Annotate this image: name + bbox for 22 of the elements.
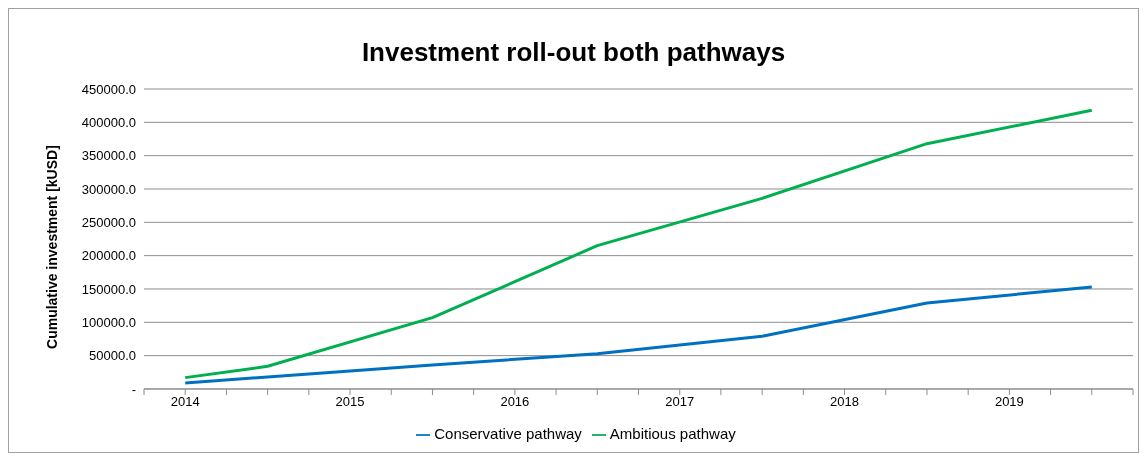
legend-label: Conservative pathway <box>434 424 582 442</box>
x-tick-label: 2014 <box>170 394 200 410</box>
chart-title: Investment roll-out both pathways <box>360 37 787 68</box>
y-tick-label: 100000.0 <box>81 314 136 330</box>
x-tick-label: 2019 <box>994 394 1024 410</box>
line-series <box>183 108 1094 380</box>
y-tick-label: - <box>131 381 136 397</box>
legend-label: Ambitious pathway <box>609 424 736 442</box>
y-tick-label: 250000.0 <box>81 214 136 230</box>
y-tick-label: 450000.0 <box>81 81 136 97</box>
x-tick-label: 2015 <box>335 394 365 410</box>
line-series <box>183 285 1094 385</box>
y-tick-label: 300000.0 <box>81 181 136 197</box>
y-tick-label: 50000.0 <box>89 348 136 364</box>
y-tick-label: 150000.0 <box>81 281 136 297</box>
x-tick-label: 2017 <box>665 394 695 410</box>
x-tick-label: 2018 <box>830 394 859 410</box>
y-axis-title: Cumulative investment [kUSD] <box>43 145 60 349</box>
x-tick-label: 2016 <box>500 394 530 410</box>
y-tick-label: 400000.0 <box>81 114 136 130</box>
y-tick-label: 200000.0 <box>81 248 136 264</box>
y-tick-label: 350000.0 <box>81 148 136 164</box>
